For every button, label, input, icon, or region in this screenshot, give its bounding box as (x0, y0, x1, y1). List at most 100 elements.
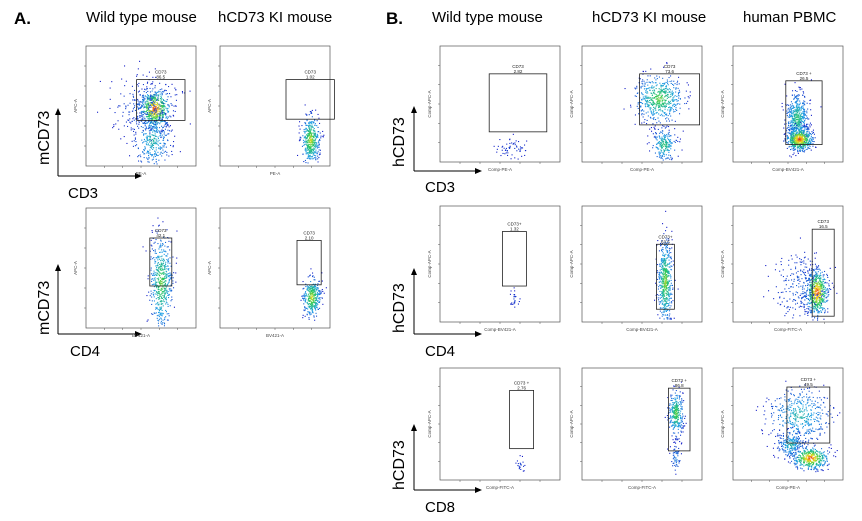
event-dot (664, 282, 666, 284)
event-dot (311, 112, 313, 114)
event-dot (175, 105, 177, 107)
event-dot (784, 139, 786, 141)
event-dot (678, 92, 680, 94)
event-dot (670, 261, 672, 263)
event-dot (165, 84, 167, 86)
event-dot (155, 99, 157, 101)
event-dot (686, 102, 688, 104)
event-dot (132, 108, 134, 110)
event-dot (147, 110, 149, 112)
event-dot (646, 143, 648, 145)
event-dot (642, 96, 644, 98)
gate-percentage: 1.02 (306, 75, 315, 80)
event-dot (665, 276, 667, 278)
event-dot (648, 142, 650, 144)
event-dot (163, 278, 165, 280)
event-dot (665, 268, 667, 270)
event-dot (309, 292, 311, 294)
event-dot (797, 105, 799, 107)
event-dot (161, 288, 163, 290)
event-dot (669, 262, 671, 264)
event-dot (157, 104, 159, 106)
event-dot (657, 98, 659, 100)
event-dot (159, 117, 161, 119)
event-dot (791, 136, 793, 138)
event-dot (513, 294, 515, 296)
event-dot (307, 162, 309, 164)
event-dot (157, 304, 159, 306)
event-dot (630, 106, 632, 108)
event-dot (664, 303, 666, 305)
event-dot (306, 287, 308, 289)
event-dot (658, 113, 660, 115)
event-dot (801, 133, 803, 135)
event-dot (142, 151, 144, 153)
event-dot (677, 136, 679, 138)
event-dot (158, 99, 160, 101)
event-dots (297, 104, 325, 164)
x-axis-label-cd3: CD3 (68, 185, 98, 202)
event-dot (150, 239, 152, 241)
event-dot (791, 138, 793, 140)
event-dot (163, 109, 165, 111)
event-dot (167, 253, 169, 255)
event-dot (155, 115, 157, 117)
event-dot (146, 135, 148, 137)
event-dot (121, 78, 123, 80)
event-dot (794, 134, 796, 136)
event-dot (662, 84, 664, 86)
event-dot (658, 76, 660, 78)
event-dot (652, 100, 654, 102)
event-dot (650, 127, 652, 129)
event-dot (140, 126, 142, 128)
event-dot (653, 118, 655, 120)
event-dot (512, 133, 514, 135)
event-dot (796, 142, 798, 144)
event-dot (664, 298, 666, 300)
event-dot (162, 131, 164, 133)
event-dot (798, 141, 800, 143)
event-dot (143, 149, 145, 151)
event-dot (155, 118, 157, 120)
event-dot (163, 294, 165, 296)
event-dot (647, 84, 649, 86)
event-dot (664, 90, 666, 92)
event-dot (158, 113, 160, 115)
event-dot (810, 141, 812, 143)
event-dot (795, 109, 797, 111)
event-dot (170, 300, 172, 302)
event-dot (786, 138, 788, 140)
event-dot (650, 99, 652, 101)
event-dot (807, 127, 809, 129)
event-dot (170, 265, 172, 267)
event-dot (138, 121, 140, 123)
event-dot (808, 144, 810, 146)
event-dot (788, 146, 790, 148)
event-dot (670, 143, 672, 145)
event-dot (299, 139, 301, 141)
event-dot (313, 300, 315, 302)
event-dot (156, 101, 158, 103)
event-dot (668, 304, 670, 306)
event-dot (305, 162, 307, 164)
event-dot (669, 286, 671, 288)
event-dot (150, 115, 152, 117)
event-dot (797, 139, 799, 141)
event-dot (140, 112, 142, 114)
event-dot (148, 135, 150, 137)
event-dot (317, 158, 319, 160)
event-dot (157, 292, 159, 294)
event-dot (793, 111, 795, 113)
event-dot (801, 125, 803, 127)
event-dot (155, 123, 157, 125)
event-dot (156, 116, 158, 118)
event-dot (660, 242, 662, 244)
event-dot (173, 105, 175, 107)
event-dot (308, 286, 310, 288)
event-dot (805, 132, 807, 134)
event-dot (791, 143, 793, 145)
event-dot (798, 94, 800, 96)
event-dot (661, 144, 663, 146)
event-dot (318, 290, 320, 292)
event-dot (802, 111, 804, 113)
